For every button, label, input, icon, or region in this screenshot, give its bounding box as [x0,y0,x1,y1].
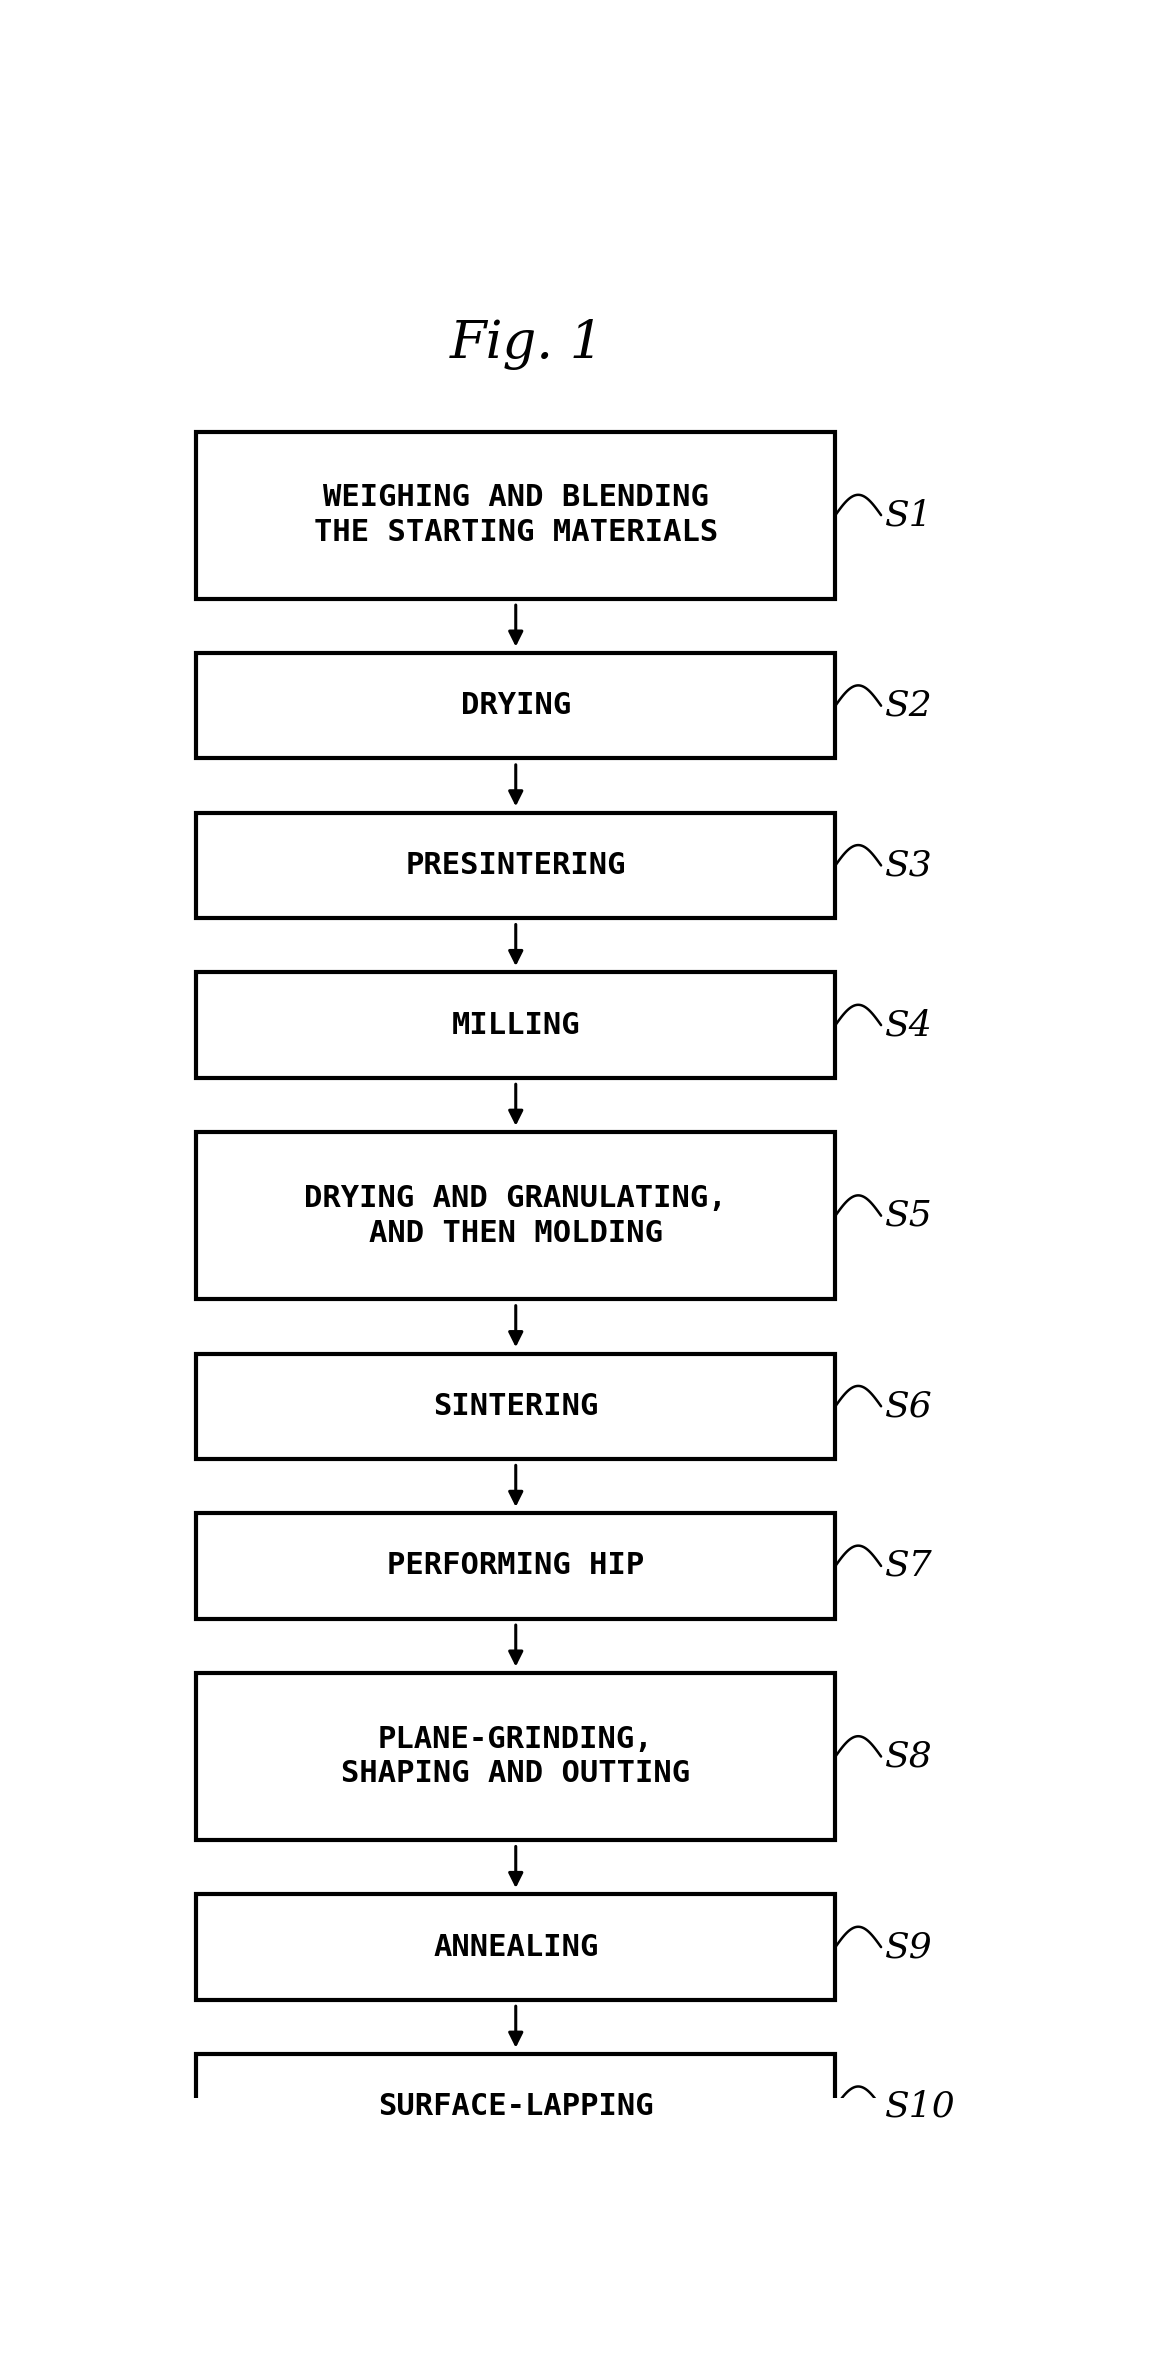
Text: SINTERING: SINTERING [433,1391,598,1421]
Text: DRYING AND GRANULATING,
AND THEN MOLDING: DRYING AND GRANULATING, AND THEN MOLDING [304,1183,727,1247]
Bar [197,813,835,919]
Text: S2: S2 [886,688,932,724]
Text: S4: S4 [886,1009,932,1042]
Text: S1: S1 [886,497,932,533]
Text: S10: S10 [886,2091,956,2124]
Bar [197,1673,835,1841]
Text: PRESINTERING: PRESINTERING [406,851,626,879]
Text: DRYING: DRYING [461,691,571,721]
Text: PERFORMING HIP: PERFORMING HIP [387,1551,645,1582]
Text: Fig. 1: Fig. 1 [450,318,604,370]
Text: MILLING: MILLING [452,1011,580,1039]
Bar [197,431,835,599]
Bar [197,2055,835,2159]
Text: S3: S3 [886,849,932,882]
Text: S9: S9 [886,1930,932,1963]
Text: PLANE-GRINDING,
SHAPING AND OUTTING: PLANE-GRINDING, SHAPING AND OUTTING [342,1725,690,1789]
Bar [197,1895,835,1999]
Text: WEIGHING AND BLENDING
THE STARTING MATERIALS: WEIGHING AND BLENDING THE STARTING MATER… [314,483,718,547]
Text: S7: S7 [886,1549,932,1584]
Text: SURFACE-LAPPING: SURFACE-LAPPING [378,2093,654,2121]
Text: S8: S8 [886,1739,932,1772]
Text: S5: S5 [886,1200,932,1233]
Bar [197,1513,835,1619]
Text: ANNEALING: ANNEALING [433,1933,598,1961]
Bar [197,973,835,1077]
Bar [197,1131,835,1299]
Bar [197,653,835,759]
Text: S6: S6 [886,1388,932,1424]
Bar [197,1353,835,1459]
